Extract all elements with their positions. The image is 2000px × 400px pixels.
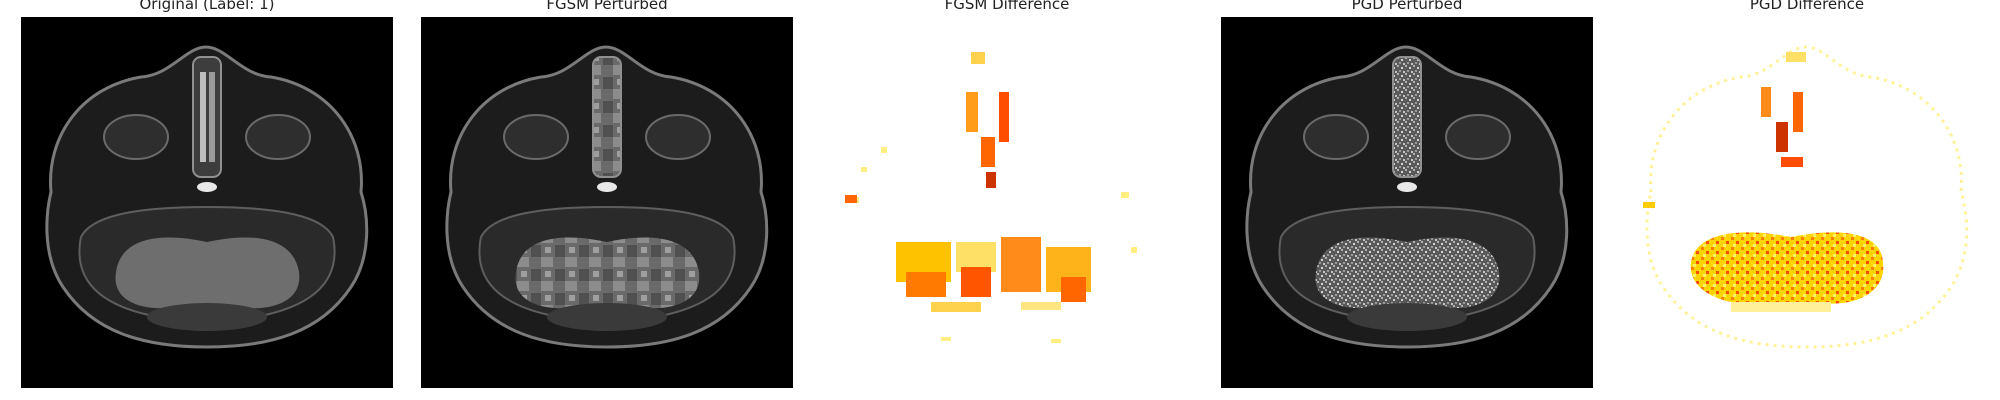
panel-title: FGSM Difference	[944, 0, 1070, 13]
panel-title: PGD Difference	[1749, 0, 1865, 13]
panel-title: Original (Label: 1)	[139, 0, 275, 13]
mri-image-original	[21, 17, 393, 388]
mri-image-pgd-perturbed	[1221, 17, 1593, 388]
mri-image-fgsm-perturbed	[421, 17, 793, 388]
panel-fgsm-difference: FGSM Difference	[821, 0, 1193, 400]
difference-map-pgd	[1621, 17, 1993, 388]
panel-original: Original (Label: 1)	[21, 0, 393, 400]
panel-title: FGSM Perturbed	[546, 0, 668, 13]
panel-fgsm-perturbed: FGSM Perturbed	[421, 0, 793, 400]
panel-title: PGD Perturbed	[1351, 0, 1463, 13]
panel-pgd-perturbed: PGD Perturbed	[1221, 0, 1593, 400]
panel-pgd-difference: PGD Difference	[1621, 0, 1993, 400]
difference-map-fgsm	[821, 17, 1193, 388]
